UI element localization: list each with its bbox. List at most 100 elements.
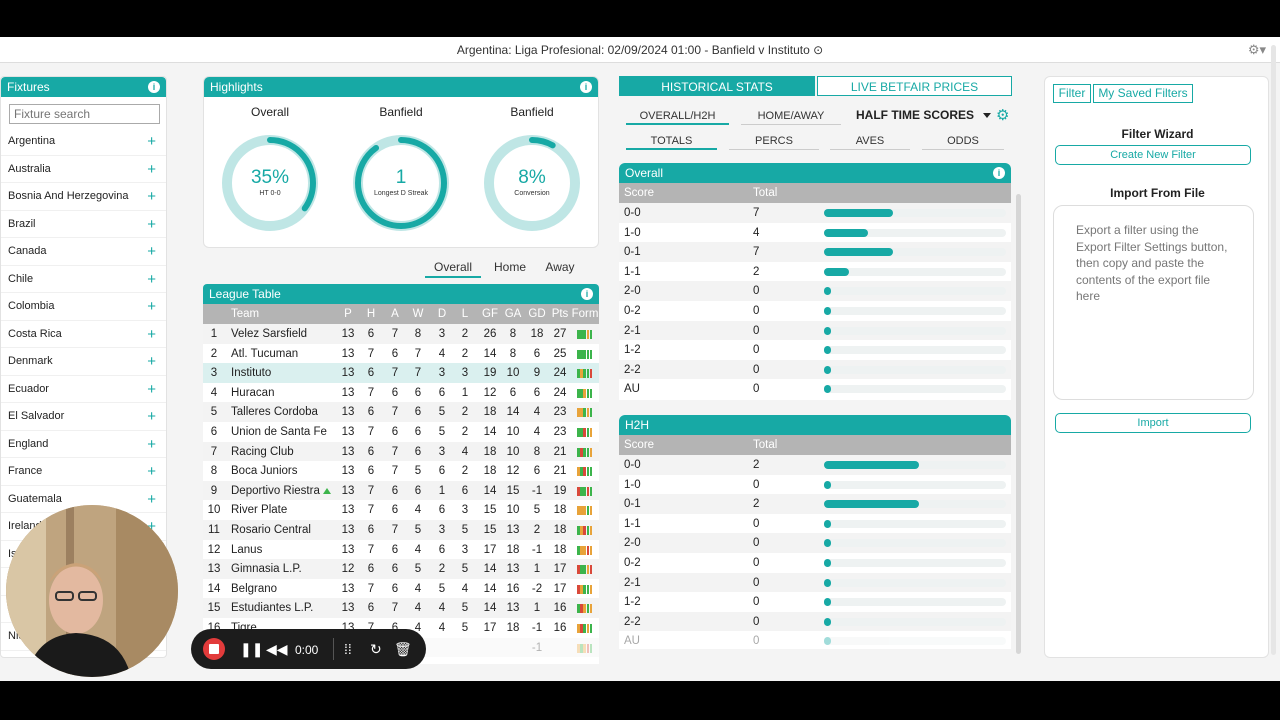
- rewind-icon[interactable]: ◀◀: [266, 641, 288, 657]
- country-label: Denmark: [8, 355, 53, 367]
- expand-plus-icon[interactable]: +: [147, 270, 156, 288]
- column-header[interactable]: P: [344, 308, 352, 320]
- tab-overall-h2h[interactable]: OVERALL/H2H: [626, 107, 729, 125]
- fixture-country-item[interactable]: Colombia +: [1, 293, 166, 321]
- tab-away[interactable]: Away: [545, 260, 575, 274]
- import-textarea[interactable]: Export a filter using the Export Filter …: [1053, 205, 1254, 400]
- table-row[interactable]: 2 Atl. Tucuman 13 7 6 7 4 2 14 8 6 25: [203, 343, 599, 364]
- tab-home-away[interactable]: HOME/AWAY: [741, 107, 841, 125]
- import-button[interactable]: Import: [1055, 413, 1251, 433]
- table-row[interactable]: 5 Talleres Cordoba 13 6 7 6 5 2 18 14 4 23: [203, 402, 599, 422]
- fixture-country-item[interactable]: Chile +: [1, 266, 166, 293]
- column-header[interactable]: D: [437, 308, 447, 320]
- column-header[interactable]: A: [391, 308, 399, 320]
- score-total: 0: [753, 383, 760, 396]
- column-header[interactable]: L: [461, 308, 469, 320]
- expand-plus-icon[interactable]: +: [147, 518, 156, 535]
- page-scrollbar[interactable]: [1271, 45, 1276, 655]
- settings-gear-icon[interactable]: ⚙▾: [1247, 42, 1266, 57]
- info-icon[interactable]: i: [993, 167, 1005, 179]
- fixture-country-item[interactable]: Ecuador +: [1, 376, 166, 403]
- create-new-filter-button[interactable]: Create New Filter: [1055, 145, 1251, 165]
- gear-icon[interactable]: ⚙: [996, 107, 1010, 124]
- score-bar: [824, 637, 832, 646]
- info-icon[interactable]: i: [580, 81, 592, 93]
- column-header[interactable]: GF: [482, 308, 498, 320]
- table-row[interactable]: 15 Estudiantes L.P. 13 6 7 4 4 5 14 13 1 16: [203, 598, 599, 618]
- table-cell: 17: [553, 582, 567, 595]
- fixture-country-item[interactable]: Bosnia And Herzegovina +: [1, 183, 166, 211]
- fixture-country-item[interactable]: Argentina +: [1, 128, 166, 156]
- tab-my-saved-filters[interactable]: My Saved Filters: [1093, 84, 1193, 103]
- table-row[interactable]: 14 Belgrano 13 7 6 4 5 4 14 16 -2 17: [203, 578, 599, 599]
- expand-plus-icon[interactable]: +: [147, 380, 156, 398]
- expand-plus-icon[interactable]: +: [147, 408, 156, 425]
- delete-icon[interactable]: 🗑: [394, 641, 412, 657]
- table-cell: 16: [553, 621, 567, 634]
- column-header[interactable]: GA: [504, 308, 522, 320]
- column-header[interactable]: GD: [528, 308, 546, 320]
- expand-plus-icon[interactable]: +: [147, 325, 156, 343]
- fixture-search-input[interactable]: [9, 104, 160, 124]
- highlight-sub: Conversion: [514, 190, 550, 197]
- grid-icon[interactable]: ⁞⁞: [344, 641, 352, 657]
- expand-plus-icon[interactable]: +: [147, 298, 156, 315]
- table-row[interactable]: 1 Velez Sarsfield 13 6 7 8 3 2 26 8 18 27: [203, 324, 599, 344]
- info-icon[interactable]: i: [148, 81, 160, 93]
- tab-odds[interactable]: ODDS: [922, 132, 1004, 150]
- table-row[interactable]: 13 Gimnasia L.P. 12 6 6 5 2 5 14 13 1 17: [203, 559, 599, 579]
- tab-home[interactable]: Home: [493, 260, 526, 274]
- restart-icon[interactable]: ↻: [370, 641, 382, 657]
- scores-column-headers: Score Total: [619, 435, 1011, 455]
- expand-plus-icon[interactable]: +: [147, 353, 156, 370]
- tab-historical-stats[interactable]: HISTORICAL STATS: [619, 76, 815, 96]
- table-row[interactable]: 7 Racing Club 13 6 7 6 3 4 18 10 8 21: [203, 441, 599, 462]
- column-header[interactable]: Team: [231, 308, 260, 320]
- tab-totals[interactable]: TOTALS: [626, 132, 717, 150]
- stat-type-dropdown[interactable]: HALF TIME SCORES: [856, 108, 992, 122]
- tab-overall[interactable]: Overall: [425, 258, 481, 278]
- stats-scrollbar[interactable]: [1016, 194, 1021, 654]
- expand-plus-icon[interactable]: +: [147, 160, 156, 178]
- score-row: 2-2 0: [619, 359, 1011, 380]
- column-header[interactable]: W: [412, 308, 424, 320]
- table-cell: 13: [341, 602, 355, 615]
- table-row[interactable]: 12 Lanus 13 7 6 4 6 3 17 18 -1 18: [203, 539, 599, 560]
- stop-record-button[interactable]: [203, 638, 225, 660]
- tab-aves[interactable]: AVES: [830, 132, 910, 150]
- column-header[interactable]: Form: [571, 308, 599, 320]
- table-row[interactable]: 9 Deportivo Riestra 13 7 6 6 1 6 14 15 -1 19: [203, 480, 599, 501]
- league-table-body: 1 Velez Sarsfield 13 6 7 8 3 2 26 8 18 27 2 Atl. Tucu…: [203, 324, 599, 658]
- column-header[interactable]: Pts: [551, 308, 569, 320]
- fixture-country-item[interactable]: Denmark +: [1, 348, 166, 376]
- table-row[interactable]: 10 River Plate 13 7 6 4 6 3 15 10 5 18: [203, 500, 599, 520]
- fixture-country-item[interactable]: Costa Rica +: [1, 321, 166, 348]
- info-icon[interactable]: i: [581, 288, 593, 300]
- tab-filter[interactable]: Filter: [1053, 84, 1091, 103]
- expand-plus-icon[interactable]: +: [147, 435, 156, 453]
- fixture-country-item[interactable]: El Salvador +: [1, 403, 166, 431]
- expand-plus-icon[interactable]: +: [147, 463, 156, 480]
- fixture-country-item[interactable]: Australia +: [1, 156, 166, 183]
- pause-icon[interactable]: ❚❚: [240, 641, 264, 657]
- fixture-country-item[interactable]: France +: [1, 458, 166, 486]
- expand-plus-icon[interactable]: +: [147, 215, 156, 233]
- tab-percs[interactable]: PERCS: [729, 132, 819, 150]
- fixture-country-item[interactable]: Canada +: [1, 238, 166, 266]
- table-row[interactable]: 3 Instituto 13 6 7 7 3 3 19 10 9 24: [203, 363, 599, 383]
- tab-live-betfair-prices[interactable]: LIVE BETFAIR PRICES: [817, 76, 1012, 96]
- fixture-country-item[interactable]: Brazil +: [1, 211, 166, 238]
- expand-plus-icon[interactable]: +: [147, 188, 156, 205]
- table-row[interactable]: 4 Huracan 13 7 6 6 6 1 12 6 6 24: [203, 382, 599, 403]
- form-result: [580, 643, 583, 653]
- overall-scores-panel: Overall i Score Total 0-0 7 1-0 4 0-1 7 1-1 2 2-…: [619, 163, 1011, 400]
- table-row[interactable]: 11 Rosario Central 13 6 7 5 3 5 15 13 2 18: [203, 519, 599, 540]
- table-row[interactable]: 6 Union de Santa Fe 13 7 6 6 5 2 14 10 4 23: [203, 421, 599, 442]
- column-header[interactable]: [205, 304, 223, 324]
- expand-plus-icon[interactable]: +: [147, 243, 156, 260]
- expand-plus-icon[interactable]: +: [147, 133, 156, 150]
- fixture-country-item[interactable]: England +: [1, 431, 166, 458]
- expand-plus-icon[interactable]: +: [147, 490, 156, 508]
- table-row[interactable]: 8 Boca Juniors 13 6 7 5 6 2 18 12 6 21: [203, 461, 599, 481]
- column-header[interactable]: H: [366, 308, 376, 320]
